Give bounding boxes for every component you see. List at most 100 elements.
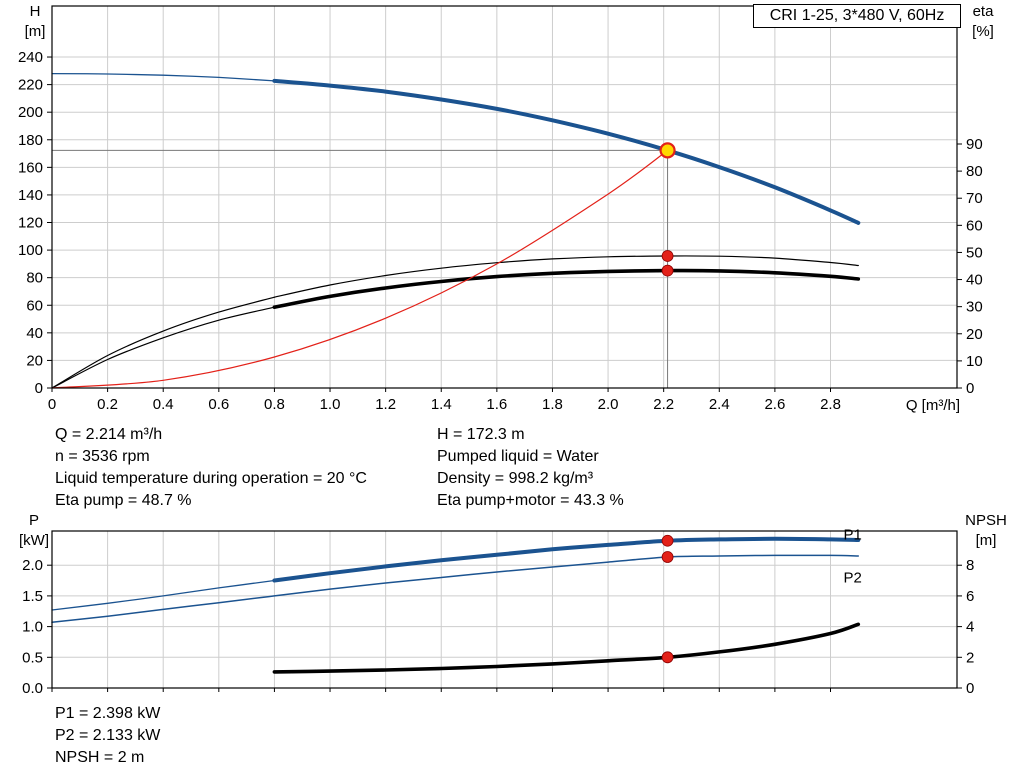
y-left-tick-label: 0.0: [22, 680, 43, 697]
y-right-tick-label: 2: [966, 649, 974, 666]
x-tick-label: 2.0: [598, 396, 619, 413]
p1-point: [661, 534, 674, 547]
pump-title-box: CRI 1-25, 3*480 V, 60Hz: [753, 4, 961, 28]
y-right-tick-label: 80: [966, 163, 983, 180]
y-left-tick-label: 0.5: [22, 649, 43, 666]
y-right-tick-label: 40: [966, 272, 983, 289]
x-tick-label: 1.4: [431, 396, 452, 413]
y-left-tick-label: 160: [18, 159, 43, 176]
p2-point: [661, 551, 674, 563]
pumped-liquid-text: Pumped liquid = Water: [437, 448, 599, 465]
head-curve-lead: [51, 72, 276, 82]
plot-border: [51, 530, 958, 689]
y-left-tick-label: 80: [26, 270, 43, 287]
eta-pump-text: Eta pump = 48.7 %: [55, 492, 192, 509]
y-right-tick-label: 60: [966, 217, 983, 234]
x-tick-label: 2.4: [709, 396, 730, 413]
npsh-point: [661, 651, 674, 664]
plot-border: [51, 5, 958, 389]
npsh-text: NPSH = 2 m: [55, 749, 145, 766]
y-right-tick-label: 4: [966, 619, 974, 636]
eta-axis-unit: [%]: [972, 23, 994, 40]
y-right-tick-label: 8: [966, 557, 974, 574]
x-tick-label: 0: [48, 396, 56, 413]
y-left-tick-label: 120: [18, 215, 43, 232]
y-left-tick-label: 180: [18, 132, 43, 149]
eta-pump-motor-curve: [272, 268, 861, 309]
duty-info-left: Q = 2.214 m³/h n = 3536 rpm Liquid tempe…: [55, 424, 367, 512]
curve-label-p1: P1: [844, 526, 862, 543]
y-left-tick-label: 2.0: [22, 557, 43, 574]
y-left-tick-label: 40: [26, 325, 43, 342]
x-tick-label: 2.8: [820, 396, 841, 413]
p1-curve-lead: [51, 579, 276, 611]
npsh-axis-unit: [m]: [975, 532, 997, 549]
y-right-tick-label: 70: [966, 190, 983, 207]
system-curve: [51, 149, 669, 389]
y-right-tick-label: 10: [966, 353, 983, 370]
y-right-tick-label: 90: [966, 136, 983, 153]
eta-pump-motor-point: [661, 264, 674, 277]
p-axis-name: P: [28, 512, 39, 529]
power-info: P1 = 2.398 kW P2 = 2.133 kW NPSH = 2 m: [55, 703, 160, 769]
y-left-tick-label: 240: [18, 49, 43, 66]
head-curve: [272, 78, 861, 225]
y-right-tick-label: 20: [966, 326, 983, 343]
eta-axis-name: eta: [972, 3, 994, 20]
p-axis-unit: [kW]: [19, 532, 49, 549]
y-left-tick-label: 20: [26, 352, 43, 369]
npsh-curve: [272, 622, 861, 674]
x-tick-label: 0.8: [264, 396, 285, 413]
npsh-axis-label: NPSH [m]: [960, 511, 1012, 551]
p1-curve: [272, 536, 861, 583]
p2-text: P2 = 2.133 kW: [55, 727, 161, 744]
y-left-tick-label: 220: [18, 77, 43, 94]
p2-curve: [51, 554, 860, 624]
eta-pump-motor-text: Eta pump+motor = 43.3 %: [437, 492, 624, 509]
y-left-tick-label: 60: [26, 297, 43, 314]
y-right-tick-label: 30: [966, 299, 983, 316]
eta-axis-label: eta [%]: [962, 2, 1004, 42]
x-tick-label: 1.8: [542, 396, 563, 413]
curve-label-p2: P2: [844, 569, 862, 586]
x-tick-label: 0.4: [153, 396, 174, 413]
y-left-tick-label: 1.0: [22, 619, 43, 636]
eta-pump-curve: [273, 255, 859, 298]
chart-head-eta: 0 0.2 0.4 0.6 0.8 1.0 1.2 1.4 1.6 1.8 2.0 2.2 2.4 2.6…: [18, 5, 983, 413]
h-axis-label: H [m]: [17, 2, 53, 42]
x-tick-label: 0.6: [208, 396, 229, 413]
y-right-tick-label: 50: [966, 244, 983, 261]
h-axis-name: H: [29, 3, 41, 20]
x-tick-label: 0.2: [97, 396, 118, 413]
x-tick-label: 1.2: [375, 396, 396, 413]
h-axis-unit: [m]: [24, 23, 46, 40]
duty-info-right: H = 172.3 m Pumped liquid = Water Densit…: [437, 424, 624, 512]
y-left-tick-label: 200: [18, 104, 43, 121]
y-left-tick-label: 140: [18, 187, 43, 204]
y-right-tick-label: 6: [966, 588, 974, 605]
eta-pump-curve-lead: [51, 296, 275, 389]
y-left-tick-label: 100: [18, 242, 43, 259]
p1-text: P1 = 2.398 kW: [55, 705, 161, 722]
eta-pump-point: [661, 250, 674, 262]
x-tick-label: 1.6: [486, 396, 507, 413]
p-axis-label: P [kW]: [13, 511, 55, 551]
x-tick-label: 2.2: [653, 396, 674, 413]
y-right-tick-label: 0: [966, 680, 974, 697]
x-tick-label: 2.6: [764, 396, 785, 413]
y-right-tick-label: 0: [966, 380, 974, 397]
speed-text: n = 3536 rpm: [55, 448, 150, 465]
density-text: Density = 998.2 kg/m³: [437, 470, 594, 487]
chart-power-npsh: 0.0 0.5 1.0 1.5 2.0 0 2 4 6 8 P1 P2: [22, 526, 974, 697]
duty-flow-text: Q = 2.214 m³/h: [55, 426, 163, 443]
eta-pump-motor-curve-lead: [51, 306, 275, 389]
duty-head-text: H = 172.3 m: [437, 426, 525, 443]
y-left-tick-label: 1.5: [22, 588, 43, 605]
q-axis-label: Q [m³/h]: [905, 397, 960, 414]
duty-point[interactable]: [659, 142, 676, 159]
y-left-tick-label: 0: [35, 380, 43, 397]
npsh-axis-name: NPSH: [965, 512, 1007, 529]
liquid-temp-text: Liquid temperature during operation = 20…: [55, 470, 367, 487]
